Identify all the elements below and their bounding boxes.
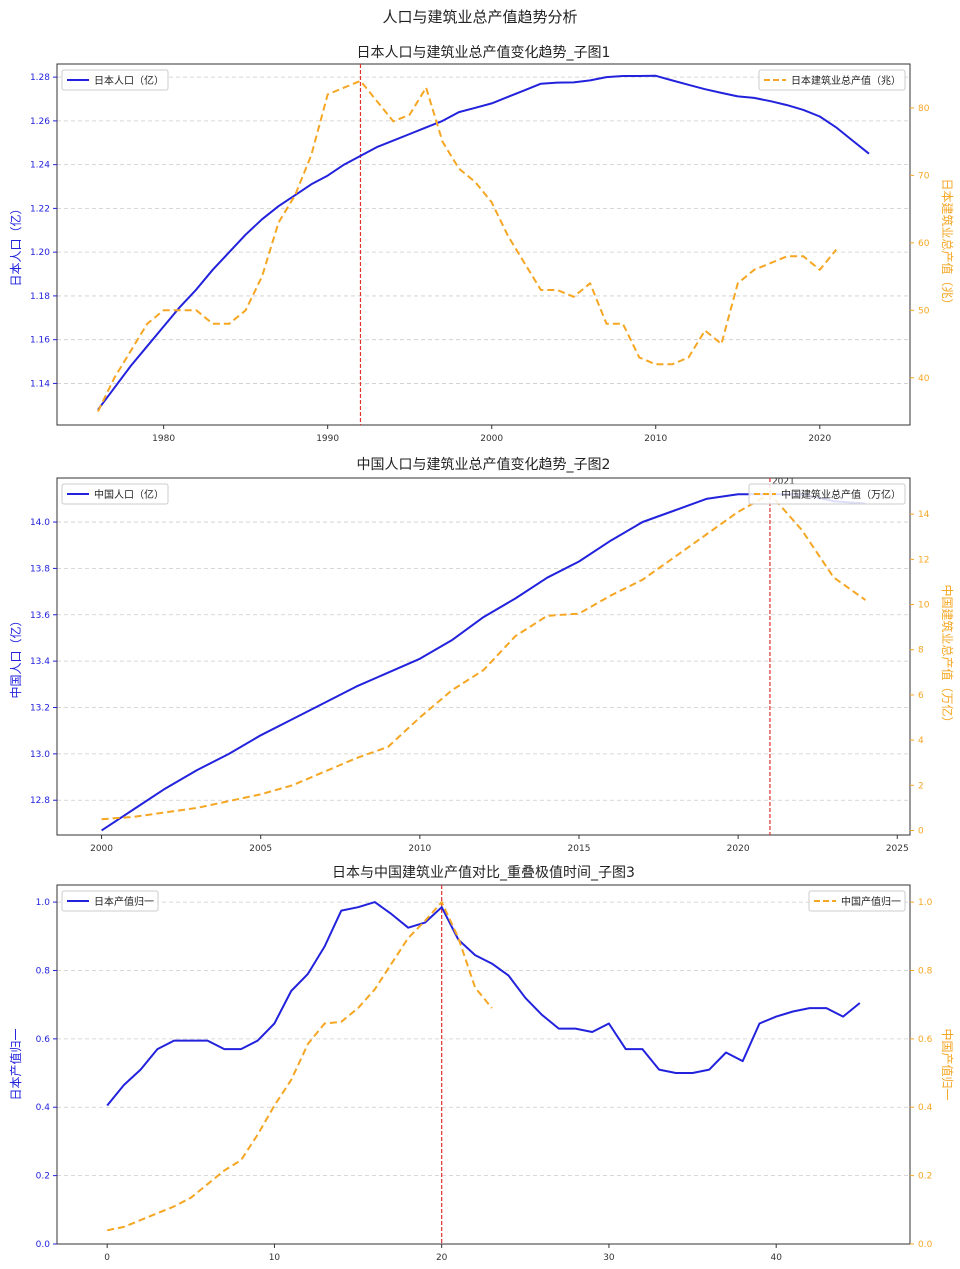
right-series-line — [107, 901, 493, 1232]
left-y-tick-label: 0.2 — [36, 1172, 50, 1182]
extreme-marker-label: 2021 — [772, 477, 795, 487]
left-y-tick-label: 13.2 — [30, 704, 50, 714]
right-axis-label: 日本建筑业总产值（兆） — [940, 178, 955, 310]
right-y-tick-label: 0.2 — [918, 1172, 932, 1182]
left-y-tick-label: 13.6 — [30, 611, 50, 621]
chart-title: 日本人口与建筑业总产值变化趋势_子图1 — [357, 45, 611, 61]
right-y-tick-label: 14 — [918, 510, 930, 520]
right-y-tick-label: 2 — [918, 781, 924, 791]
left-series-line — [106, 901, 861, 1107]
x-tick-label: 2025 — [886, 844, 909, 854]
left-legend: 日本人口（亿） — [61, 69, 169, 91]
x-tick-label: 40 — [770, 1253, 782, 1263]
right-y-tick-label: 0 — [918, 826, 924, 836]
plot-frame — [56, 884, 911, 1245]
left-y-tick-label: 1.14 — [30, 379, 50, 389]
left-y-tick-label: 13.4 — [30, 657, 50, 667]
right-y-tick-label: 0.4 — [918, 1103, 933, 1113]
left-y-tick-label: 1.28 — [30, 73, 50, 83]
x-tick-label: 2010 — [644, 434, 667, 444]
left-series-line — [97, 74, 870, 411]
x-tick-label: 0 — [104, 1253, 110, 1263]
right-y-tick-label: 70 — [918, 171, 930, 181]
x-tick-label: 2000 — [480, 434, 503, 444]
chart-panel-3: 日本与中国建筑业产值对比_重叠极值时间_子图3 0 10 20 30 40 0.0 0.2 0.… — [8, 865, 955, 1263]
left-y-tick-label: 14.0 — [30, 518, 50, 528]
chart-title: 日本与中国建筑业产值对比_重叠极值时间_子图3 — [332, 865, 635, 881]
legend-label: 中国产值归一 — [841, 895, 901, 908]
left-y-tick-label: 1.18 — [30, 292, 50, 302]
right-y-tick-label: 0.0 — [918, 1240, 933, 1250]
legend-box — [808, 890, 906, 912]
right-series-line — [97, 79, 837, 412]
legend-label: 日本人口（亿） — [94, 74, 164, 87]
right-y-tick-label: 6 — [918, 691, 924, 701]
left-y-tick-label: 0.4 — [36, 1103, 51, 1113]
x-tick-label: 2015 — [568, 844, 591, 854]
right-axis-label: 中国建筑业总产值（万亿） — [940, 584, 955, 728]
legend-box — [61, 890, 159, 912]
x-tick-label: 20 — [436, 1253, 448, 1263]
plot-frame — [56, 477, 911, 836]
left-y-tick-label: 1.16 — [30, 336, 50, 346]
right-y-tick-label: 12 — [918, 555, 929, 565]
left-y-tick-label: 1.20 — [30, 248, 50, 258]
right-axis-label: 中国产值归一 — [940, 1028, 955, 1100]
legend-box — [61, 483, 169, 505]
legend-box — [758, 69, 906, 91]
right-legend: 日本建筑业总产值（兆） — [758, 69, 906, 91]
legend-box — [61, 69, 169, 91]
left-y-tick-label: 1.0 — [36, 898, 51, 908]
left-legend: 日本产值归一 — [61, 890, 159, 912]
chart-title: 中国人口与建筑业总产值变化趋势_子图2 — [357, 457, 611, 473]
x-tick-label: 30 — [603, 1253, 615, 1263]
x-tick-label: 2005 — [249, 844, 272, 854]
left-y-tick-label: 0.8 — [36, 966, 51, 976]
left-series-line — [101, 493, 866, 832]
x-tick-label: 2000 — [90, 844, 113, 854]
left-y-tick-label: 12.8 — [30, 796, 50, 806]
legend-box — [748, 483, 906, 505]
legend-label: 中国建筑业总产值（万亿） — [781, 488, 901, 501]
left-y-tick-label: 0.6 — [36, 1035, 51, 1045]
right-y-tick-label: 0.6 — [918, 1035, 933, 1045]
right-y-tick-label: 50 — [918, 306, 930, 316]
right-y-tick-label: 8 — [918, 646, 924, 656]
right-legend: 中国建筑业总产值（万亿） — [748, 483, 906, 505]
right-y-tick-label: 1.0 — [918, 898, 933, 908]
right-series-line — [101, 492, 866, 821]
left-y-tick-label: 1.22 — [30, 204, 50, 214]
legend-label: 日本产值归一 — [94, 895, 154, 908]
left-y-tick-label: 1.24 — [30, 161, 50, 171]
left-axis-label: 中国人口（亿） — [8, 614, 23, 698]
right-legend: 中国产值归一 — [808, 890, 906, 912]
right-y-tick-label: 80 — [918, 104, 930, 114]
legend-label: 日本建筑业总产值（兆） — [791, 74, 901, 87]
chart-panel-1: 日本人口与建筑业总产值变化趋势_子图1 1980 1990 2000 2010 2020 1… — [8, 45, 955, 444]
plot-frame — [56, 63, 911, 426]
x-tick-label: 2010 — [408, 844, 431, 854]
left-legend: 中国人口（亿） — [61, 483, 169, 505]
x-tick-label: 2020 — [727, 844, 750, 854]
left-axis-label: 日本人口（亿） — [8, 202, 23, 286]
right-y-tick-label: 0.8 — [918, 966, 933, 976]
left-y-tick-label: 13.0 — [30, 750, 50, 760]
right-y-tick-label: 10 — [918, 601, 930, 611]
x-tick-label: 10 — [269, 1253, 281, 1263]
left-axis-label: 日本产值归一 — [8, 1028, 23, 1100]
right-y-tick-label: 40 — [918, 374, 930, 384]
x-tick-label: 1980 — [152, 434, 175, 444]
x-tick-label: 2020 — [808, 434, 831, 444]
left-y-tick-label: 13.8 — [30, 564, 50, 574]
left-y-tick-label: 1.26 — [30, 117, 50, 127]
legend-label: 中国人口（亿） — [94, 488, 164, 501]
right-y-tick-label: 60 — [918, 239, 930, 249]
figure-title: 人口与建筑业总产值趋势分析 — [382, 8, 577, 26]
right-y-tick-label: 4 — [918, 736, 924, 746]
left-y-tick-label: 0.0 — [36, 1240, 51, 1250]
x-tick-label: 1990 — [316, 434, 339, 444]
